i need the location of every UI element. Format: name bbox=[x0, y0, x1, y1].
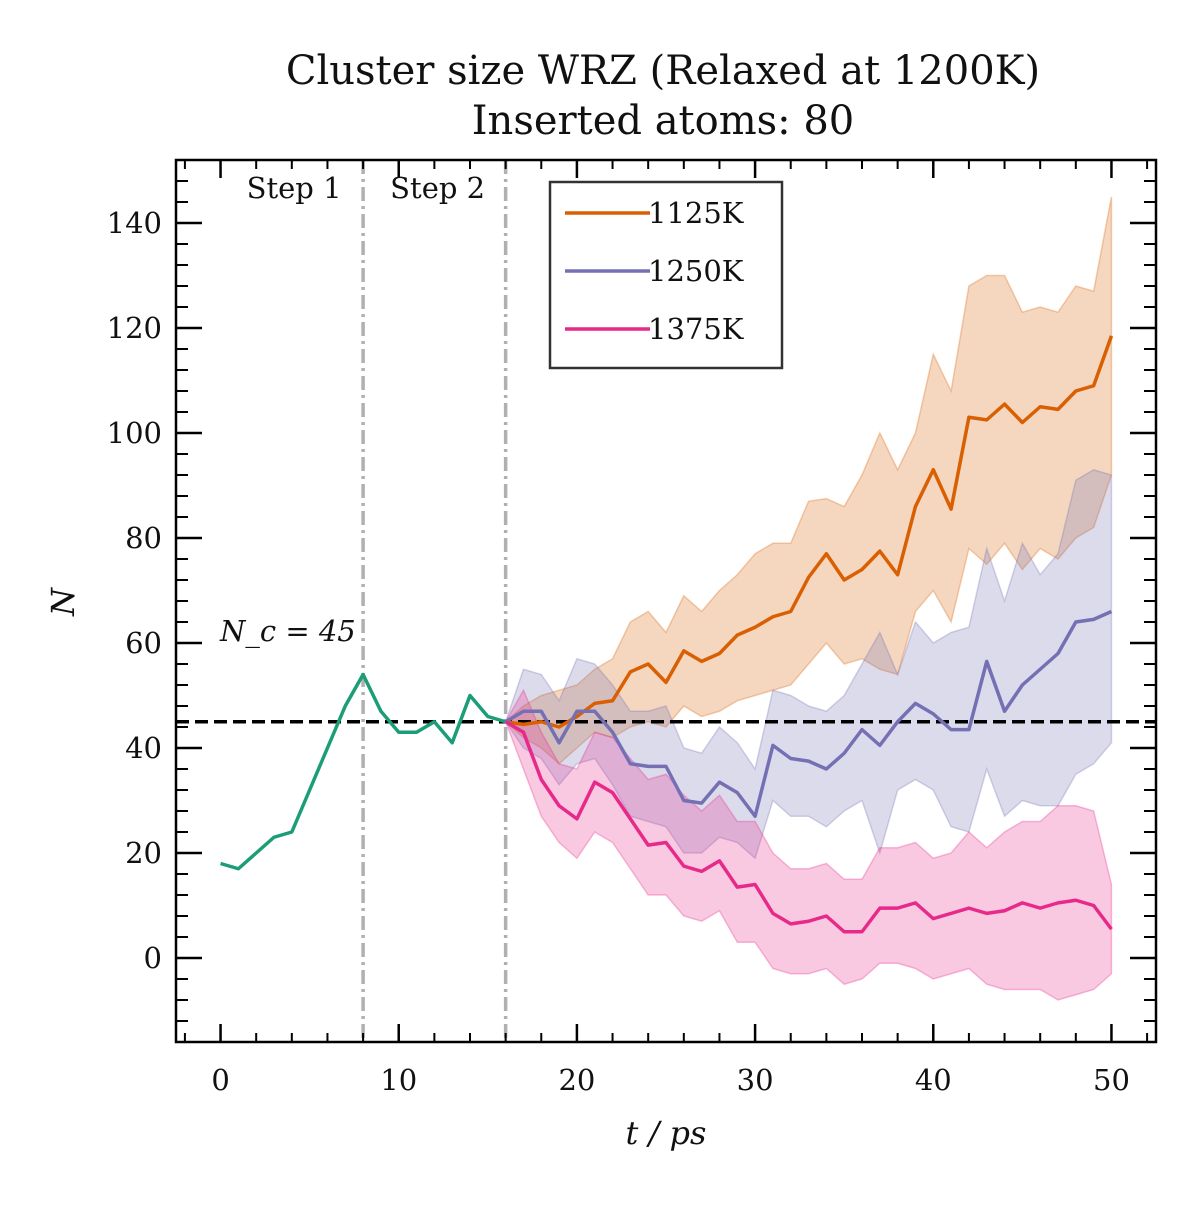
y-tick-label: 20 bbox=[125, 836, 162, 870]
y-tick-label: 60 bbox=[125, 626, 162, 660]
axis-ticks: 0 10 20 30 40 50 0 20 40 60 80 100 120 140 bbox=[107, 160, 1156, 1097]
y-tick-label: 0 bbox=[144, 941, 162, 975]
legend-label-1375k: 1375K bbox=[648, 312, 745, 346]
series-line-1250k bbox=[504, 609, 1113, 818]
chart-title: Cluster size WRZ (Relaxed at 1200K) bbox=[286, 48, 1040, 94]
y-tick-label: 140 bbox=[107, 206, 162, 240]
chart-subtitle: Inserted atoms: 80 bbox=[472, 98, 855, 144]
step-2-label: Step 2 bbox=[390, 171, 485, 205]
step-1-label: Step 1 bbox=[247, 171, 342, 205]
legend-label-1125k: 1125K bbox=[648, 196, 745, 230]
legend-label-1250k: 1250K bbox=[648, 254, 745, 288]
x-tick-label: 0 bbox=[211, 1063, 229, 1097]
y-tick-label: 40 bbox=[125, 731, 162, 765]
x-tick-label: 10 bbox=[380, 1063, 417, 1097]
band-1250k bbox=[504, 468, 1113, 860]
y-tick-label: 100 bbox=[107, 416, 162, 450]
x-tick-label: 20 bbox=[558, 1063, 595, 1097]
series-lines bbox=[220, 335, 1114, 934]
y-tick-label: 80 bbox=[125, 521, 162, 555]
series-line-1375k bbox=[504, 720, 1113, 934]
annotations: Step 1 Step 2 N_c = 45 bbox=[219, 171, 485, 649]
plot-frame bbox=[174, 158, 1158, 1044]
y-axis-label: N bbox=[44, 587, 82, 617]
x-tick-label: 30 bbox=[737, 1063, 774, 1097]
legend: 1125K 1250K 1375K bbox=[548, 180, 784, 370]
x-tick-label: 40 bbox=[915, 1063, 952, 1097]
initial-trajectory-line bbox=[220, 672, 507, 871]
y-tick-label: 120 bbox=[107, 311, 162, 345]
critical-size-label: N_c = 45 bbox=[219, 614, 356, 649]
x-axis-label: t / ps bbox=[626, 1114, 707, 1152]
x-tick-label: 50 bbox=[1093, 1063, 1130, 1097]
series-line-1125k bbox=[505, 335, 1114, 729]
